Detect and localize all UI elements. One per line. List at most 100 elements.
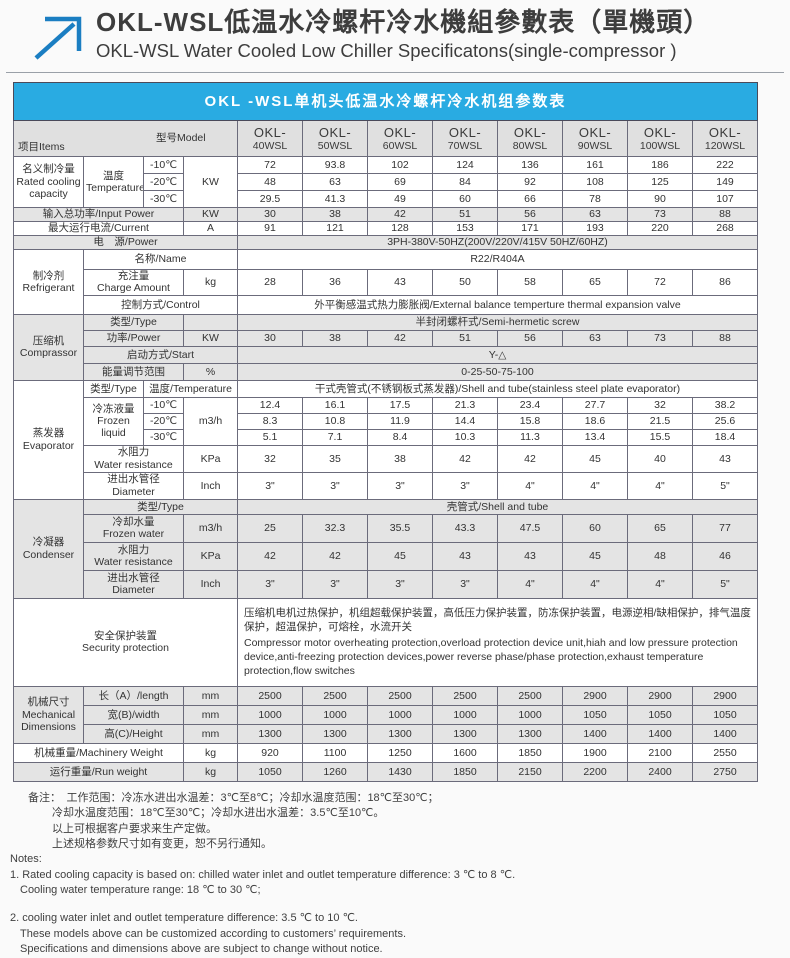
- value-cell: 91: [237, 221, 303, 236]
- value-cell: 1000: [237, 704, 303, 725]
- value-cell: 186: [627, 156, 693, 174]
- value-cell: 21.3: [432, 396, 498, 414]
- spec-table: OKL -WSL单机头低温水冷螺杆冷水机组参数表 项目Items 型号Model…: [13, 82, 758, 782]
- value-cell: 18.4: [692, 428, 758, 446]
- value-cell: 35: [302, 444, 368, 473]
- refrigerant-charge-row: 充注量 Charge Amount kg 28 36 43 50 58 65 72 86: [14, 269, 758, 296]
- value-cell: 28: [237, 269, 303, 296]
- temp-cell: -10℃: [143, 156, 184, 174]
- value-cell: 51: [432, 207, 498, 222]
- value-cell: 49: [367, 190, 433, 208]
- section-label-security: 安全保护装置 Security protection: [13, 597, 238, 687]
- value-cell: 3": [432, 471, 498, 500]
- value-cell: 3": [237, 569, 303, 599]
- row-label: 高(C)/Height: [83, 723, 184, 744]
- value-cell: 45: [367, 541, 433, 571]
- security-row: 安全保护装置 Security protection 压缩机电机过热保护，机组超…: [13, 597, 758, 687]
- section-label-dimensions: 机械尺寸 Mechanical Dimensions: [13, 685, 84, 744]
- title-text: OKL-WSL低温水冷螺杆冷水機組參數表（單機頭） OKL-WSL Water …: [96, 7, 711, 62]
- value-cell: 50: [432, 269, 498, 296]
- value-cell: 5.1: [237, 428, 303, 446]
- value-cell: 30: [237, 207, 303, 222]
- temp-cell: -20℃: [143, 412, 184, 430]
- temp-cell: -30℃: [143, 428, 184, 446]
- value-cell: 2100: [627, 742, 693, 763]
- row-label: 长（A）/length: [83, 685, 184, 706]
- value-cell: 2400: [627, 761, 693, 782]
- value-cell: 38: [367, 444, 433, 473]
- evaporator-resistance-row: 水阻力 Water resistance KPa 32 35 38 42 42 45 40 4…: [14, 444, 758, 473]
- unit-cell: Inch: [183, 471, 238, 500]
- value-cell: 1050: [692, 704, 758, 725]
- page-title-en: OKL-WSL Water Cooled Low Chiller Specifi…: [96, 39, 677, 61]
- unit-cell: m3/h: [183, 513, 238, 543]
- model-name: OKL- 120WSL: [704, 124, 746, 152]
- model-col-header: OKL- 120WSL: [692, 120, 758, 157]
- row-label: 进出水管径 Diameter: [83, 471, 184, 500]
- value-cell: 14.4: [432, 412, 498, 430]
- model-col-header: OKL- 100WSL: [627, 120, 693, 157]
- row-label: 类型/Type: [83, 379, 144, 398]
- section-label-cooling: 名义制冷量 Rated cooling capacity: [13, 156, 84, 208]
- value-cell: 7.1: [302, 428, 368, 446]
- row-label: 名称/Name: [83, 249, 238, 270]
- value-cell: 42: [432, 444, 498, 473]
- value-cell: 2550: [692, 742, 758, 763]
- merged-value: 3PH-380V-50HZ(200V/220V/415V 50HZ/60HZ): [237, 235, 758, 250]
- merged-value: 干式壳管式(不锈钢板式蒸发器)/Shell and tube(stainless…: [237, 379, 758, 398]
- unit-cell: kg: [183, 761, 238, 782]
- value-cell: 15.8: [497, 412, 563, 430]
- value-cell: 1300: [237, 723, 303, 744]
- row-label: 冷却水量 Frozen water: [83, 513, 184, 543]
- unit-cell: KW: [183, 207, 238, 222]
- run-weight-row: 运行重量/Run weight kg 1050 1260 1430 1850 2150 2…: [13, 761, 758, 782]
- value-cell: 32: [237, 444, 303, 473]
- cooling-row-1: 名义制冷量 Rated cooling capacity 温度 Temperat…: [13, 156, 758, 208]
- brand-arrow-icon: [34, 16, 82, 60]
- section-label-condenser: 冷凝器 Condenser: [13, 498, 84, 599]
- value-cell: 45: [562, 444, 628, 473]
- value-cell: 920: [237, 742, 303, 763]
- value-cell: 1050: [627, 704, 693, 725]
- dimensions-width-row: 宽(B)/width mm 1000 1000 1000 1000 1000 1050 10…: [14, 704, 758, 725]
- value-cell: 1050: [562, 704, 628, 725]
- value-cell: 15.5: [627, 428, 693, 446]
- note-en-line: 1. Rated cooling capacity is based on: c…: [10, 868, 516, 881]
- value-cell: 60: [432, 190, 498, 208]
- value-cell: 4": [562, 569, 628, 599]
- value-cell: 11.9: [367, 412, 433, 430]
- current-row: 最大运行电流/Current A 91 121 128 153 171 193 220 268: [13, 221, 758, 236]
- value-cell: 1250: [367, 742, 433, 763]
- value-cell: 1850: [497, 742, 563, 763]
- value-cell: 45: [562, 541, 628, 571]
- unit-cell: KW: [183, 156, 238, 208]
- unit-cell: kg: [183, 269, 238, 296]
- note-zh-line: 上述规格参数尺寸如有变更，恕不另行通知。: [52, 837, 272, 850]
- value-cell: 72: [627, 269, 693, 296]
- value-cell: 23.4: [497, 396, 563, 414]
- value-cell: 63: [562, 329, 628, 347]
- model-name: OKL- 60WSL: [382, 124, 418, 152]
- value-cell: 42: [302, 541, 368, 571]
- model-name: OKL- 90WSL: [577, 124, 613, 152]
- value-cell: 4": [627, 471, 693, 500]
- row-label: 温度/Temperature: [143, 379, 238, 398]
- merged-value: 0-25-50-75-100: [237, 362, 758, 381]
- value-cell: 125: [627, 173, 693, 191]
- value-cell: 32.3: [302, 513, 368, 543]
- value-cell: 38: [302, 207, 368, 222]
- value-cell: 193: [562, 221, 628, 236]
- value-cell: 1850: [432, 761, 498, 782]
- note-spacer: [0, 898, 790, 911]
- value-cell: 2750: [692, 761, 758, 782]
- value-cell: 8.4: [367, 428, 433, 446]
- page-title-zh: OKL-WSL低温水冷螺杆冷水機組參數表（單機頭）: [96, 7, 711, 37]
- value-cell: 69: [367, 173, 433, 191]
- value-cell: 46: [692, 541, 758, 571]
- value-cell: 220: [627, 221, 693, 236]
- value-cell: 1430: [367, 761, 433, 782]
- value-cell: 48: [627, 541, 693, 571]
- security-text-zh: 压缩机电机过热保护，机组超载保护装置，高低压力保护装置，防冻保护装置，电源逆相/…: [244, 607, 751, 634]
- row-label: 启动方式/Start: [83, 345, 238, 364]
- value-cell: 3": [432, 569, 498, 599]
